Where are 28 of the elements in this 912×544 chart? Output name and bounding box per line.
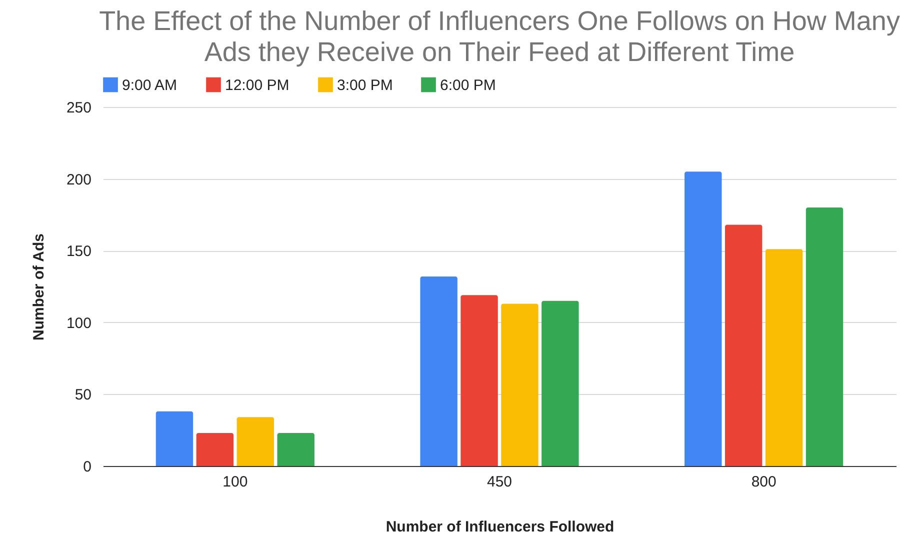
- x-axis-title: Number of Influencers Followed: [386, 518, 614, 536]
- y-axis-title: Number of Ads: [30, 234, 48, 340]
- y-tick-label: 150: [66, 243, 92, 260]
- legend-label: 6:00 PM: [440, 76, 496, 94]
- bar: [501, 304, 538, 466]
- bar: [806, 208, 844, 466]
- bar: [542, 300, 579, 466]
- legend-label: 12:00 PM: [225, 76, 290, 94]
- y-tick-label: 50: [74, 386, 92, 404]
- bar: [236, 417, 274, 466]
- bar: [684, 172, 722, 466]
- y-tick-label: 250: [66, 100, 92, 116]
- y-tick-label: 200: [66, 171, 92, 188]
- x-tick-label: 800: [751, 474, 776, 490]
- bar: [196, 432, 234, 466]
- x-tick-label: 100: [222, 474, 248, 490]
- y-tick-label: 100: [66, 314, 92, 332]
- legend-label: 9:00 AM: [122, 76, 178, 94]
- bar: [277, 432, 314, 466]
- chart-title: The Effect of the Number of Influencers One Follows on How Many Ads they Receive on Their Feed at Different Time: [99, 6, 900, 67]
- legend-label: 3:00 PM: [337, 76, 393, 94]
- y-tick-label: 0: [83, 458, 92, 476]
- bar: [765, 249, 803, 466]
- x-tick-label: 450: [486, 474, 512, 490]
- bar: [156, 411, 194, 466]
- bar: [724, 224, 762, 466]
- bar: [420, 276, 458, 466]
- bar: [460, 295, 498, 466]
